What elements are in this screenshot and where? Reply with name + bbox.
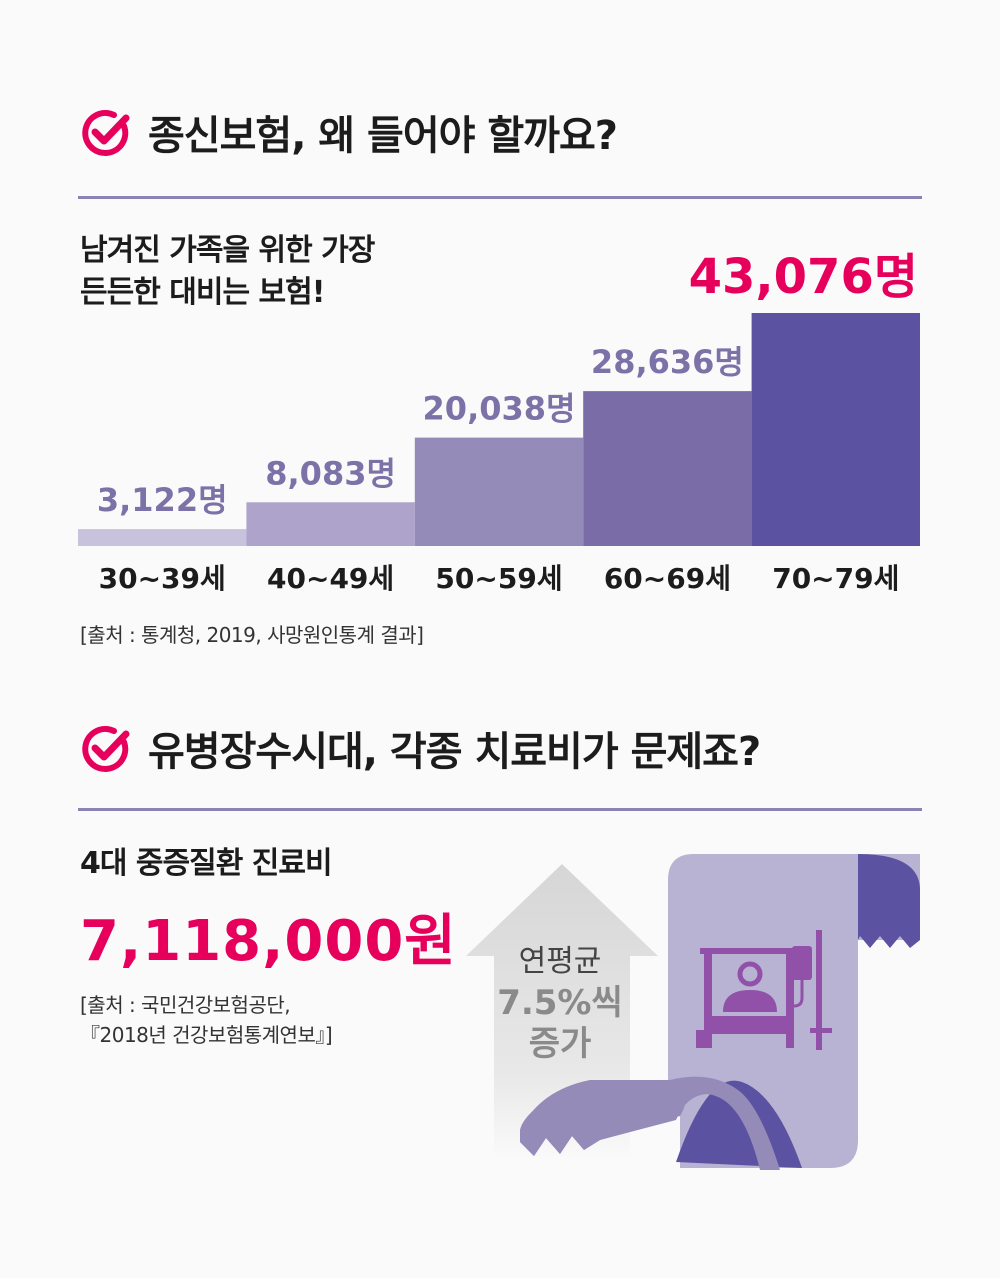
bar-1 [246, 502, 415, 546]
section2-header: 유병장수시대, 각종 치료비가 문제죠? [80, 719, 761, 777]
category-label-1: 40~49세 [267, 562, 394, 595]
section1-source: [출처 : 통계청, 2019, 사망원인통계 결과] [80, 623, 424, 647]
arrow-line3: 증가 [528, 1024, 592, 1064]
section1-subtitle: 남겨진 가족을 위한 가장 든든한 대비는 보험! [80, 230, 375, 314]
section2-divider [78, 808, 922, 811]
check-circle-icon [82, 110, 130, 156]
bar-value-label-3: 28,636명 [591, 343, 744, 381]
check-circle-icon [82, 726, 130, 772]
source-line1: [출처 : 국민건강보험공단, [80, 993, 291, 1017]
bar-4 [751, 313, 920, 546]
cost-value: 7,118,000원 [80, 909, 457, 974]
category-label-2: 50~59세 [435, 562, 562, 595]
hospital-bed-iv-icon [696, 930, 832, 1050]
death-count-bar-chart: 3,122명 30~39세 8,083명 40~49세 20,038명 50~59세 28,… [78, 249, 920, 595]
bar-0 [78, 529, 247, 546]
arrow-line1: 연평균 [518, 944, 602, 979]
bar-value-label-2: 20,038명 [423, 390, 576, 428]
bar-value-label-1: 8,083명 [265, 454, 396, 492]
medical-bill-scroll [520, 854, 920, 1170]
bar-3 [583, 391, 752, 546]
arrow-text: 연평균 7.5%씩 증가 [480, 942, 640, 1064]
bar-value-label-0: 3,122명 [97, 481, 228, 519]
arrow-line2: 7.5%씩 [497, 983, 623, 1023]
section1-divider [78, 196, 922, 199]
section2-title: 유병장수시대, 각종 치료비가 문제죠? [148, 729, 761, 775]
bar-2 [414, 437, 584, 546]
category-label-3: 60~69세 [604, 562, 731, 595]
subtitle-line2: 든든한 대비는 보험! [80, 275, 325, 310]
section1-title: 종신보험, 왜 들어야 할까요? [148, 113, 618, 159]
source-line2: 『2018년 건강보험통계연보』] [80, 1023, 333, 1047]
category-label-4: 70~79세 [772, 562, 899, 595]
section2-source: [출처 : 국민건강보험공단, 『2018년 건강보험통계연보』] [80, 990, 333, 1050]
section1-header: 종신보험, 왜 들어야 할까요? [80, 103, 618, 161]
category-label-0: 30~39세 [99, 562, 226, 595]
cost-label: 4대 중증질환 진료비 [80, 846, 333, 881]
bar-value-label-4: 43,076명 [689, 249, 918, 305]
subtitle-line1: 남겨진 가족을 위한 가장 [80, 233, 375, 268]
